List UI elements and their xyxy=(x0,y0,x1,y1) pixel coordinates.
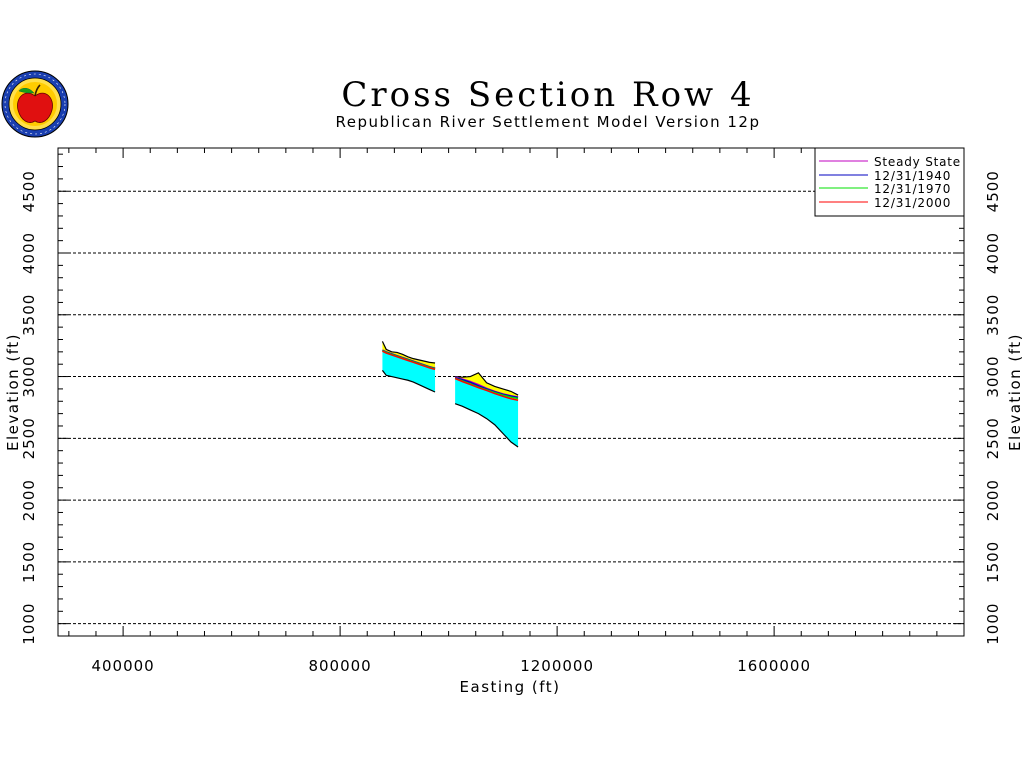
y-tick-label-left: 1000 xyxy=(20,603,38,645)
grid-lines xyxy=(58,190,964,625)
y-tick-label-right: 1500 xyxy=(984,541,1002,583)
unsaturated-zone-0 xyxy=(382,341,436,370)
legend-label-2000: 12/31/2000 xyxy=(874,196,951,210)
legend-label-steady-state: Steady State xyxy=(874,155,961,169)
y-tick-label-left: 2500 xyxy=(20,417,38,459)
x-tick-label: 1600000 xyxy=(737,657,811,675)
tick-labels: 1000 1000 1500 1500 2000 2000 2500 2500 3000 3000… xyxy=(20,170,1002,675)
x-axis-label: Easting (ft) xyxy=(460,678,561,696)
apple-seal-logo-icon xyxy=(1,70,69,138)
y-tick-label-right: 3000 xyxy=(984,355,1002,397)
y-tick-label-right: 2500 xyxy=(984,417,1002,459)
y-axis-label-right: Elevation (ft) xyxy=(1006,333,1024,451)
y-tick-label-left: 3500 xyxy=(20,294,38,336)
minor-ticks xyxy=(58,148,964,636)
y-tick-label-right: 4000 xyxy=(984,232,1002,274)
legend-label-1970: 12/31/1970 xyxy=(874,182,951,196)
y-axis-label-left: Elevation (ft) xyxy=(4,333,22,451)
chart-title: Cross Section Row 4 xyxy=(341,75,754,115)
legend-box xyxy=(814,147,965,217)
x-tick-label: 400000 xyxy=(91,657,154,675)
land-surface-line-0 xyxy=(381,341,436,364)
series-1940-line-1 xyxy=(454,377,519,399)
y-tick-label-left: 3000 xyxy=(20,355,38,397)
legend-label-1940: 12/31/1940 xyxy=(874,169,951,183)
y-tick-label-right: 4500 xyxy=(984,170,1002,212)
y-tick-label-left: 4500 xyxy=(20,170,38,212)
x-tick-label: 800000 xyxy=(308,657,371,675)
aquifer-base-line-1 xyxy=(454,403,519,448)
x-tick-label: 1200000 xyxy=(520,657,594,675)
y-tick-label-left: 1500 xyxy=(20,541,38,583)
series-2000-line-1 xyxy=(454,377,519,402)
aquifer-fill-1 xyxy=(455,378,519,447)
land-surface-line-1 xyxy=(455,372,519,396)
y-tick-label-right: 1000 xyxy=(984,603,1002,645)
plot-frame xyxy=(57,147,965,637)
y-tick-label-left: 4000 xyxy=(20,232,38,274)
aquifer-fill-0 xyxy=(382,351,436,392)
y-tick-label-right: 3500 xyxy=(984,294,1002,336)
cross-section-series xyxy=(381,341,519,448)
aquifer-base-line-0 xyxy=(381,370,436,393)
series-2000-line-0 xyxy=(382,350,436,371)
legend: Steady State 12/31/1940 12/31/1970 12/31… xyxy=(814,147,965,217)
y-tick-label-left: 2000 xyxy=(20,479,38,521)
chart-subtitle: Republican River Settlement Model Versio… xyxy=(336,113,761,131)
y-tick-label-right: 2000 xyxy=(984,479,1002,521)
